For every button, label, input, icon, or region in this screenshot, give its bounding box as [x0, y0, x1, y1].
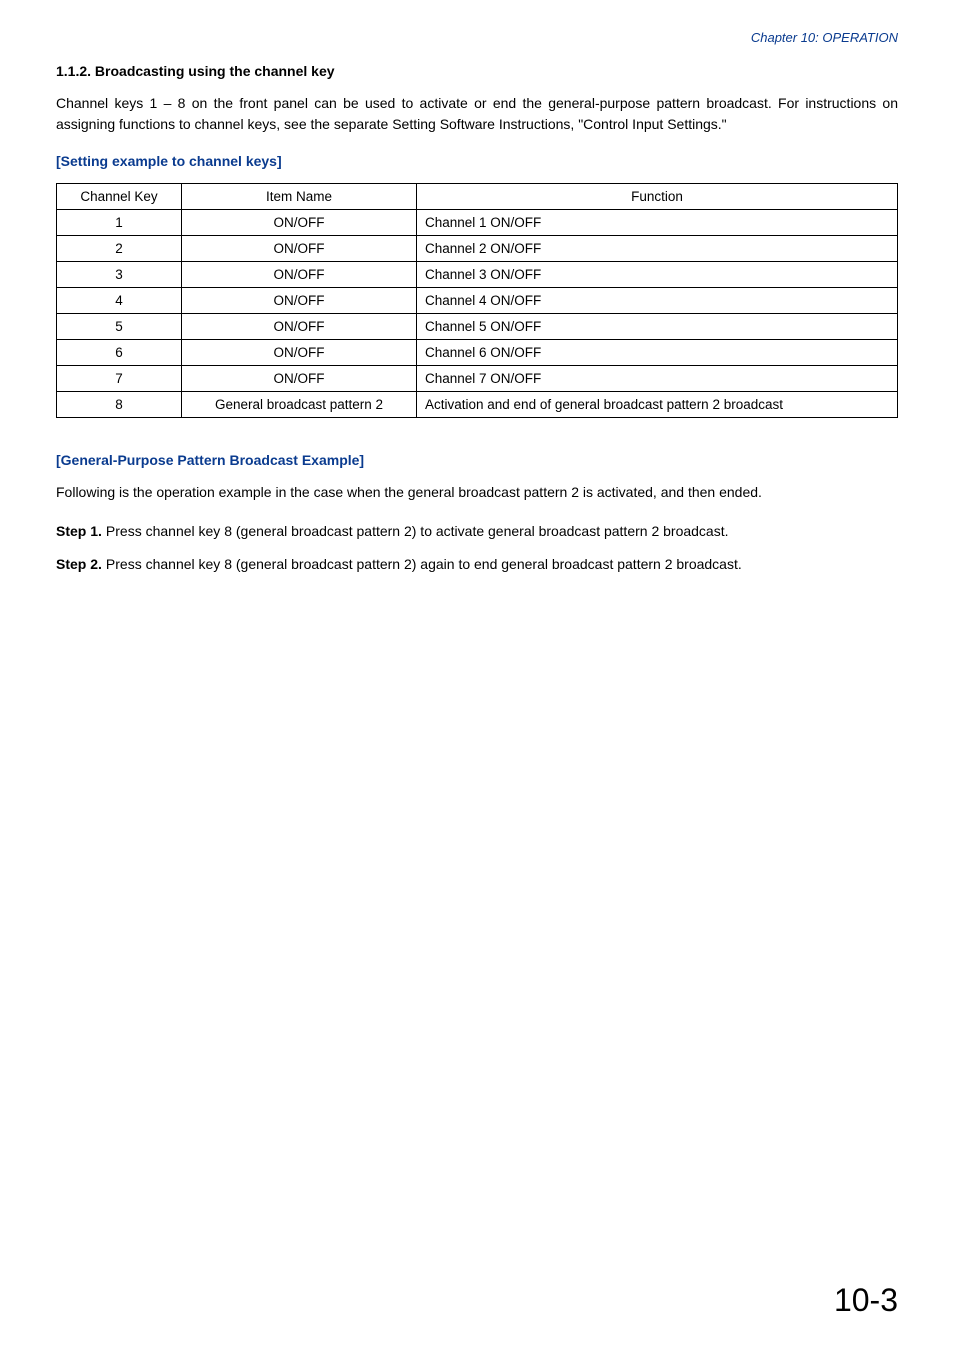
cell-channel-key: 6: [57, 340, 182, 366]
cell-item-name: ON/OFF: [182, 366, 417, 392]
table-row: 3 ON/OFF Channel 3 ON/OFF: [57, 262, 898, 288]
cell-function: Channel 2 ON/OFF: [417, 236, 898, 262]
step-row: Step 1. Press channel key 8 (general bro…: [56, 521, 898, 542]
cell-channel-key: 4: [57, 288, 182, 314]
step-text: Press channel key 8 (general broadcast p…: [106, 521, 898, 542]
cell-function: Channel 7 ON/OFF: [417, 366, 898, 392]
table-row: 1 ON/OFF Channel 1 ON/OFF: [57, 210, 898, 236]
col-header-item-name: Item Name: [182, 184, 417, 210]
table-row: 5 ON/OFF Channel 5 ON/OFF: [57, 314, 898, 340]
step-text: Press channel key 8 (general broadcast p…: [106, 554, 898, 575]
example-intro: Following is the operation example in th…: [56, 482, 898, 503]
cell-item-name: ON/OFF: [182, 288, 417, 314]
cell-function: Channel 1 ON/OFF: [417, 210, 898, 236]
cell-item-name: ON/OFF: [182, 262, 417, 288]
cell-item-name: ON/OFF: [182, 236, 417, 262]
cell-function: Channel 3 ON/OFF: [417, 262, 898, 288]
cell-function: Channel 5 ON/OFF: [417, 314, 898, 340]
chapter-header: Chapter 10: OPERATION: [56, 30, 898, 45]
cell-channel-key: 2: [57, 236, 182, 262]
example-heading: [General-Purpose Pattern Broadcast Examp…: [56, 452, 898, 468]
table-row: 7 ON/OFF Channel 7 ON/OFF: [57, 366, 898, 392]
col-header-function: Function: [417, 184, 898, 210]
page-container: Chapter 10: OPERATION 1.1.2. Broadcastin…: [0, 0, 954, 1351]
table-row: 8 General broadcast pattern 2 Activation…: [57, 392, 898, 418]
cell-item-name: General broadcast pattern 2: [182, 392, 417, 418]
cell-function: Channel 6 ON/OFF: [417, 340, 898, 366]
channel-key-table: Channel Key Item Name Function 1 ON/OFF …: [56, 183, 898, 418]
cell-function: Channel 4 ON/OFF: [417, 288, 898, 314]
table-header-row: Channel Key Item Name Function: [57, 184, 898, 210]
section-title: 1.1.2. Broadcasting using the channel ke…: [56, 63, 898, 79]
table-heading: [Setting example to channel keys]: [56, 153, 898, 169]
cell-channel-key: 5: [57, 314, 182, 340]
cell-channel-key: 1: [57, 210, 182, 236]
cell-item-name: ON/OFF: [182, 340, 417, 366]
cell-item-name: ON/OFF: [182, 314, 417, 340]
step-label: Step 1.: [56, 521, 102, 542]
step-label: Step 2.: [56, 554, 102, 575]
cell-function: Activation and end of general broadcast …: [417, 392, 898, 418]
cell-channel-key: 7: [57, 366, 182, 392]
page-number: 10-3: [834, 1282, 898, 1319]
table-row: 6 ON/OFF Channel 6 ON/OFF: [57, 340, 898, 366]
table-row: 4 ON/OFF Channel 4 ON/OFF: [57, 288, 898, 314]
table-row: 2 ON/OFF Channel 2 ON/OFF: [57, 236, 898, 262]
step-row: Step 2. Press channel key 8 (general bro…: [56, 554, 898, 575]
cell-channel-key: 3: [57, 262, 182, 288]
col-header-channel-key: Channel Key: [57, 184, 182, 210]
cell-item-name: ON/OFF: [182, 210, 417, 236]
intro-paragraph: Channel keys 1 – 8 on the front panel ca…: [56, 93, 898, 135]
cell-channel-key: 8: [57, 392, 182, 418]
